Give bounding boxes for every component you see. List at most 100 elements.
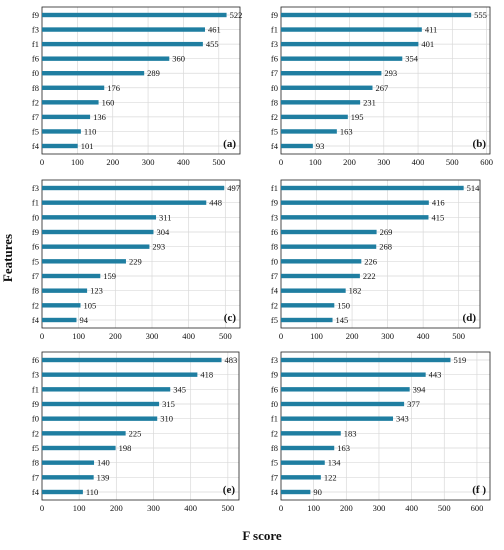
x-tick-label: 100 (73, 503, 86, 513)
x-tick-label: 100 (310, 331, 323, 341)
category-label: f9 (32, 10, 39, 20)
bar-f7 (42, 475, 94, 480)
category-label: f4 (271, 286, 279, 296)
bar-f7 (281, 475, 321, 480)
bar-f4 (42, 489, 83, 495)
bar-value-label: 411 (425, 25, 437, 35)
category-label: f9 (271, 370, 278, 380)
bar-f8 (281, 100, 361, 105)
chart-panel-1: 0 100 200 300 400 500 f9 522 f3 461 f1 455 f6 360 f0 28… (32, 6, 243, 167)
bar-f5 (281, 317, 333, 323)
bar-f4 (281, 489, 311, 495)
category-label: f5 (271, 126, 278, 136)
category-label: f0 (32, 68, 39, 78)
category-label: f3 (271, 212, 278, 222)
bar-f7 (281, 71, 382, 76)
category-label: f1 (271, 25, 278, 35)
x-tick-label: 0 (40, 503, 44, 513)
x-tick-label: 400 (412, 157, 425, 167)
bar-value-label: 159 (103, 271, 116, 281)
chart-panel-3: 0 100 200 300 400 500 f3 497 f1 448 f0 311 f9 304 f6 29… (32, 179, 241, 341)
chart-panel-6: 0 100 200 300 400 500 600 f3 519 f9 443 f6 394 f0 377 f… (271, 351, 491, 513)
bar-f6 (42, 56, 170, 61)
x-tick-label: 400 (182, 331, 195, 341)
plot-frame (280, 6, 491, 155)
x-tick-label: 200 (346, 331, 359, 341)
bar-value-label: 401 (421, 39, 434, 49)
plot-frame (41, 179, 241, 329)
bar-value-label: 267 (375, 83, 388, 93)
bar-f8 (281, 445, 335, 451)
bar-f5 (42, 129, 81, 134)
category-label: f5 (32, 443, 39, 453)
x-tick-label: 300 (146, 331, 159, 341)
bar-f0 (281, 401, 405, 407)
bar-f8 (42, 85, 105, 90)
bar-f3 (281, 215, 429, 220)
x-tick-label: 0 (279, 331, 283, 341)
bar-f6 (281, 387, 410, 392)
bar-value-label: 311 (159, 212, 171, 222)
bar-value-label: 182 (349, 286, 362, 296)
bar-f5 (281, 129, 337, 134)
x-tick-label: 200 (340, 503, 353, 513)
bar-value-label: 360 (172, 54, 185, 64)
bar-value-label: 229 (129, 256, 142, 266)
bar-value-label: 134 (328, 458, 342, 468)
plot-frame (280, 351, 491, 501)
x-tick-label: 100 (307, 503, 320, 513)
category-label: f5 (271, 315, 278, 325)
bar-value-label: 269 (380, 227, 393, 237)
bar-value-label: 226 (364, 256, 377, 266)
bar-f7 (42, 273, 101, 279)
category-label: f8 (271, 242, 278, 252)
category-label: f7 (271, 68, 278, 78)
x-tick-label: 400 (417, 331, 430, 341)
bar-value-label: 522 (230, 10, 243, 20)
bar-f8 (281, 244, 377, 249)
panel-label: (d) (463, 312, 477, 324)
plot-frame (280, 179, 481, 329)
category-label: f3 (32, 183, 39, 193)
x-tick-label: 100 (309, 157, 322, 167)
panel-label: (b) (473, 138, 487, 150)
bar-f5 (281, 460, 325, 465)
y-axis-title: Features (0, 234, 15, 282)
category-label: f0 (32, 414, 39, 424)
bar-f6 (281, 229, 377, 235)
bar-value-label: 176 (107, 83, 120, 93)
chart-panel-5: 0 100 200 300 400 500 f6 483 f3 418 f1 345 f9 315 f0 31… (32, 351, 240, 513)
bar-f6 (281, 56, 403, 61)
bar-value-label: 123 (90, 286, 103, 296)
category-label: f4 (271, 141, 279, 151)
bar-f4 (42, 317, 77, 323)
bar-value-label: 150 (337, 300, 350, 310)
bar-value-label: 448 (209, 198, 222, 208)
bar-value-label: 343 (396, 414, 409, 424)
category-label: f1 (32, 384, 39, 394)
category-label: f7 (32, 112, 39, 122)
category-label: f5 (32, 256, 39, 266)
category-label: f6 (32, 242, 39, 252)
x-tick-label: 600 (480, 157, 493, 167)
chart-panel-2: 0 100 200 300 400 500 600 f9 555 f1 411 f3 401 f6 354 f… (271, 6, 493, 167)
bar-f6 (42, 357, 222, 363)
bar-value-label: 415 (431, 212, 444, 222)
x-tick-label: 500 (446, 157, 459, 167)
bar-value-label: 183 (344, 428, 357, 438)
category-label: f0 (32, 212, 39, 222)
category-label: f3 (271, 39, 278, 49)
x-tick-label: 500 (219, 331, 232, 341)
x-tick-label: 400 (177, 157, 190, 167)
bar-f3 (281, 357, 451, 363)
bar-f9 (281, 12, 472, 18)
bar-value-label: 268 (379, 242, 392, 252)
bar-f6 (42, 244, 150, 249)
x-tick-label: 300 (381, 331, 394, 341)
x-tick-label: 500 (221, 503, 234, 513)
category-label: f8 (271, 443, 278, 453)
category-label: f3 (32, 370, 39, 380)
bar-value-label: 93 (316, 141, 325, 151)
bar-f1 (42, 41, 203, 47)
